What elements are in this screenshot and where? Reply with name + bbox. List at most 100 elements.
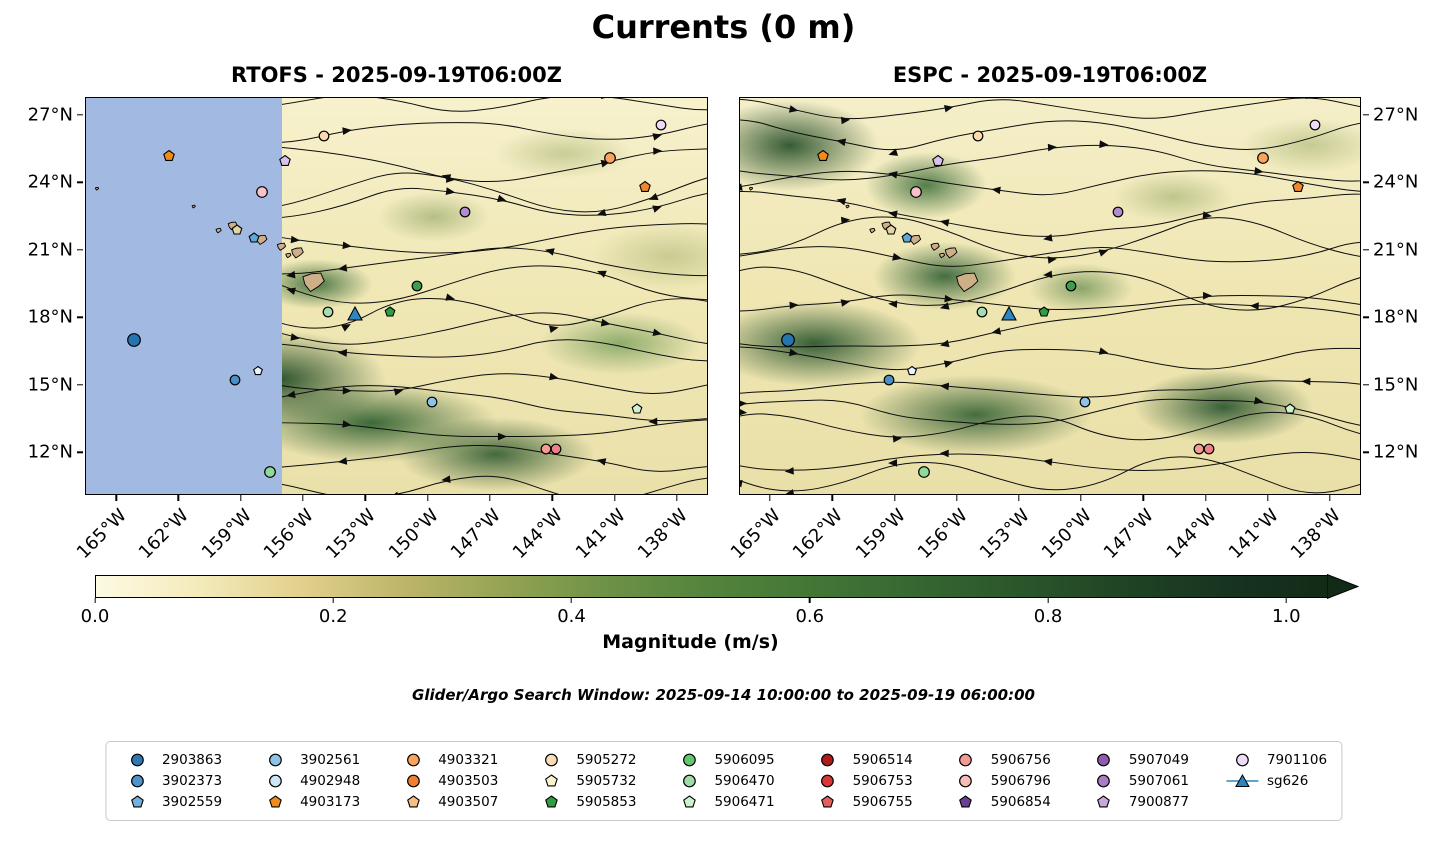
circle-marker-icon [256,186,268,198]
float-marker [1309,119,1321,131]
float-marker [255,185,268,198]
legend-marker-icon [534,795,568,809]
pentagon-marker-icon [959,795,973,808]
circle-marker-icon [656,119,667,131]
pentagon-marker-icon [544,774,558,787]
x-tick-mark [302,495,304,501]
colorbar-extend-arrow [1327,574,1359,599]
pentagon-marker-icon [544,795,558,808]
circle-marker-icon [1079,396,1091,408]
float-marker [1203,443,1215,455]
circle-marker-icon [406,753,420,767]
pentagon-marker-icon [683,795,696,808]
legend-marker-icon [949,774,983,788]
y-tick-mark [1363,114,1369,116]
float-marker [1256,152,1269,165]
float-markers-layer [740,98,1360,494]
circle-marker-icon [1309,119,1320,131]
colorbar: 0.0 0.2 0.4 0.6 0.8 1.0 Magnitude (m/s) [81,574,1375,685]
float-marker [162,149,175,163]
legend-label: 5906095 [714,752,775,768]
x-tick-mark [115,495,117,501]
colorbar-tick-label: 1.0 [1271,606,1301,627]
x-tick-label: 138°W [1286,505,1345,564]
float-marker [885,224,897,236]
pentagon-marker-icon [816,149,829,162]
legend-entry: 4903507 [396,794,498,810]
legend-label: 5905272 [576,752,637,768]
legend-label: 4903507 [438,794,499,810]
pentagon-marker-icon [1292,181,1304,193]
pentagon-marker-icon [406,795,420,808]
float-marker [906,365,917,376]
legend-marker-icon [396,795,430,809]
x-tick-mark [893,495,896,501]
legend-label: 4902948 [300,773,361,789]
float-marker [229,374,241,386]
colorbar-tick-mark [809,598,811,603]
y-tick-mark [77,249,83,251]
x-tick-label: 165°W [72,505,131,564]
x-tick-label: 159°W [851,505,910,564]
circle-marker-icon [821,774,834,788]
legend-marker-icon [258,774,292,788]
colorbar-tick-label: 0.8 [1033,606,1063,627]
legend-entry: 5905272 [534,752,636,768]
legend-entry: 4903503 [396,773,498,789]
y-tick-label: 24°N [1373,171,1419,193]
glider-legend-icon [1225,773,1258,787]
legend-marker-icon [1087,753,1121,767]
legend-entry: 5905732 [534,773,636,789]
x-tick-label: 156°W [259,505,318,564]
y-tick-label: 12°N [1373,441,1419,463]
legend-marker-icon [672,753,706,767]
y-tick-mark [1363,451,1369,453]
x-tick-mark [613,495,616,501]
x-tick-mark [1080,495,1082,501]
colorbar-tick: 0.2 [319,598,348,627]
circle-marker-icon [540,443,551,455]
x-tick-mark [364,495,367,501]
no-data-mask [86,98,282,494]
float-marker [932,154,945,167]
circle-marker-icon [1097,774,1111,788]
colorbar-ticks: 0.0 0.2 0.4 0.6 0.8 1.0 [81,598,1328,630]
circle-marker-icon [1235,753,1249,767]
legend-label: 5905853 [576,794,637,810]
x-tick-label: 162°W [789,505,848,564]
pentagon-marker-icon [932,154,945,166]
y-tick-mark [77,114,83,116]
legend-entry: 2903863 [120,752,222,768]
circle-marker-icon [909,186,922,198]
legend-entry: 5906095 [672,752,775,768]
y-tick-label: 27°N [1373,104,1419,126]
legend-marker-icon [258,753,292,767]
float-marker [252,365,263,376]
legend-label: 5906470 [714,773,775,789]
legend-label: 7901106 [1266,752,1328,768]
legend-marker-icon [811,795,845,809]
legend-label: 5906514 [852,752,913,768]
pentagon-marker-icon [1097,795,1111,808]
legend-label: 4903173 [300,794,361,810]
x-tick-mark [955,495,958,501]
legend-entry: 5907061 [1087,773,1189,789]
y-tick-label: 24°N [27,171,73,193]
legend-marker-icon [811,774,845,788]
legend-marker-icon [120,774,154,788]
colorbar-tick-mark [570,598,573,603]
circle-marker-icon [959,753,973,767]
circle-marker-icon [1112,206,1124,218]
circle-marker-icon [918,465,930,478]
y-tick-mark [1363,249,1369,251]
colorbar-tick-mark [1285,598,1287,603]
colorbar-tick: 0.6 [795,598,824,627]
circle-marker-icon [411,280,423,292]
legend-marker-icon [396,753,430,767]
legend-entry: 7901106 [1225,752,1327,768]
y-tick-label: 15°N [1373,374,1419,396]
colorbar-tick-label: 0.6 [795,606,825,627]
float-marker [909,185,922,198]
circle-marker-icon [322,306,334,318]
map-plot-area [85,97,708,495]
